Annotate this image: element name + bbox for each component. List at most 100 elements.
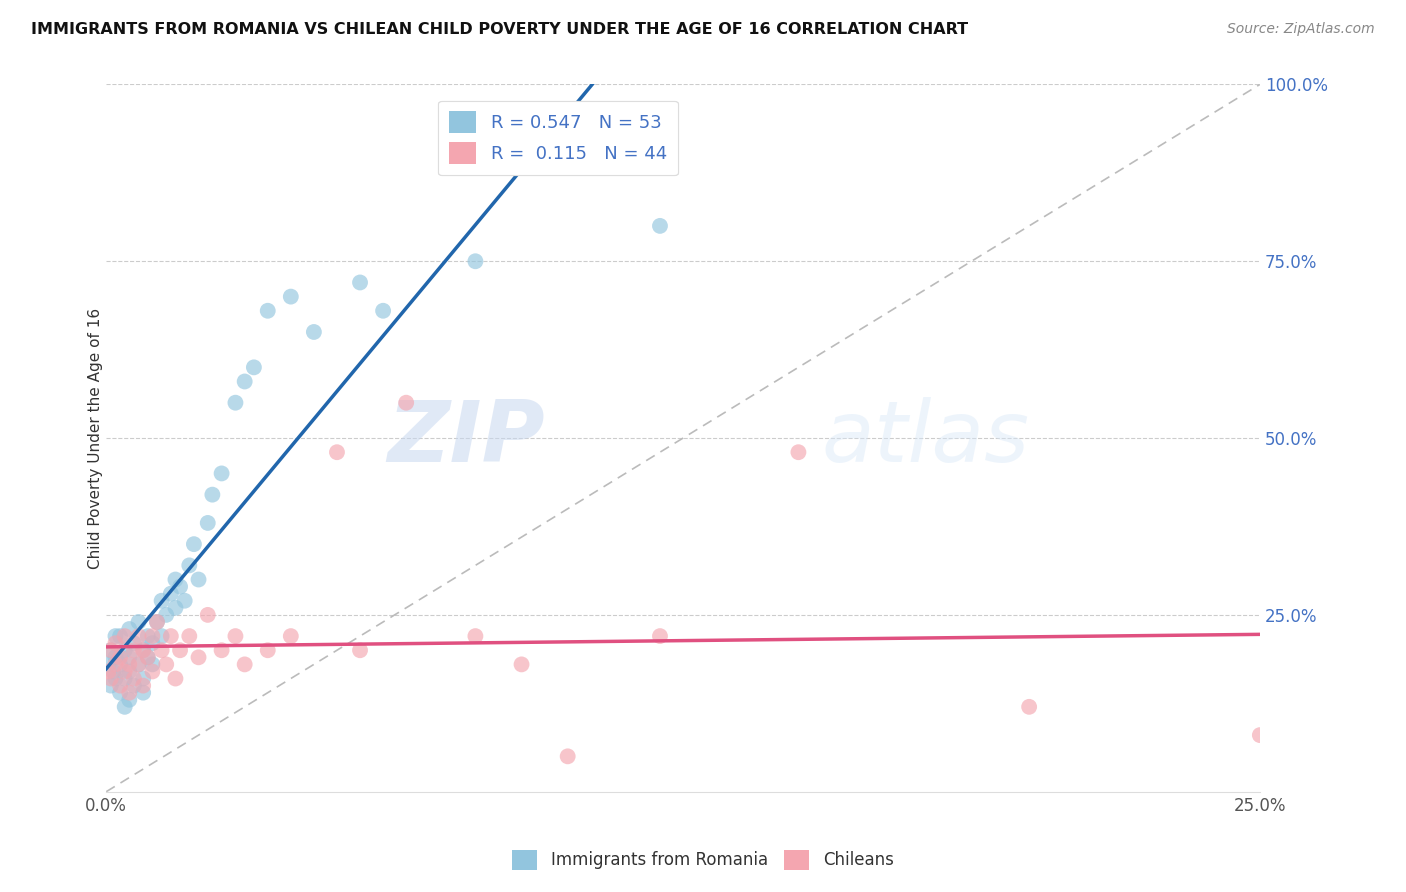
Point	[211, 643, 233, 657]
Point	[108, 629, 131, 643]
Point	[179, 558, 201, 573]
Point	[150, 629, 173, 643]
Point	[224, 395, 246, 409]
Point	[224, 629, 246, 643]
Point	[326, 445, 349, 459]
Point	[648, 219, 671, 233]
Point	[104, 629, 127, 643]
Point	[104, 650, 127, 665]
Point	[114, 643, 136, 657]
Point	[557, 749, 579, 764]
Point	[141, 629, 163, 643]
Point	[132, 672, 155, 686]
Point	[371, 303, 394, 318]
Point	[100, 672, 122, 686]
Point	[165, 573, 187, 587]
Point	[101, 665, 124, 679]
Point	[464, 254, 486, 268]
Point	[118, 650, 141, 665]
Point	[302, 325, 325, 339]
Point	[1018, 699, 1040, 714]
Point	[183, 537, 205, 551]
Point	[118, 622, 141, 636]
Point	[118, 686, 141, 700]
Point	[349, 276, 371, 290]
Point	[464, 629, 486, 643]
Point	[136, 650, 159, 665]
Point	[395, 395, 418, 409]
Point	[97, 657, 120, 672]
Point	[211, 467, 233, 481]
Point	[132, 686, 155, 700]
Point	[1249, 728, 1271, 742]
Point	[169, 580, 191, 594]
Point	[108, 686, 131, 700]
Point	[201, 488, 224, 502]
Point	[510, 657, 533, 672]
Point	[141, 665, 163, 679]
Point	[136, 629, 159, 643]
Text: Source: ZipAtlas.com: Source: ZipAtlas.com	[1227, 22, 1375, 37]
Point	[648, 629, 671, 643]
Point	[146, 615, 169, 629]
Legend: Immigrants from Romania, Chileans: Immigrants from Romania, Chileans	[506, 843, 900, 877]
Point	[114, 665, 136, 679]
Point	[280, 290, 302, 304]
Point	[141, 636, 163, 650]
Point	[114, 672, 136, 686]
Point	[146, 615, 169, 629]
Point	[787, 445, 810, 459]
Point	[128, 657, 150, 672]
Point	[100, 643, 122, 657]
Point	[104, 657, 127, 672]
Point	[349, 643, 371, 657]
Point	[187, 573, 209, 587]
Point	[173, 593, 195, 607]
Point	[155, 657, 177, 672]
Point	[187, 650, 209, 665]
Point	[108, 650, 131, 665]
Point	[132, 679, 155, 693]
Point	[150, 643, 173, 657]
Point	[122, 679, 145, 693]
Point	[108, 657, 131, 672]
Point	[165, 600, 187, 615]
Point	[128, 657, 150, 672]
Point	[122, 672, 145, 686]
Point	[197, 516, 219, 530]
Point	[179, 629, 201, 643]
Point	[280, 629, 302, 643]
Point	[197, 607, 219, 622]
Point	[114, 699, 136, 714]
Point	[132, 643, 155, 657]
Point	[97, 665, 120, 679]
Point	[160, 587, 183, 601]
Point	[122, 636, 145, 650]
Point	[104, 636, 127, 650]
Point	[128, 615, 150, 629]
Point	[256, 303, 278, 318]
Point	[132, 643, 155, 657]
Text: ZIP: ZIP	[387, 397, 544, 480]
Point	[150, 593, 173, 607]
Point	[114, 629, 136, 643]
Point	[160, 629, 183, 643]
Point	[100, 679, 122, 693]
Point	[108, 679, 131, 693]
Legend: R = 0.547   N = 53, R =  0.115   N = 44: R = 0.547 N = 53, R = 0.115 N = 44	[439, 101, 678, 176]
Point	[122, 643, 145, 657]
Text: IMMIGRANTS FROM ROMANIA VS CHILEAN CHILD POVERTY UNDER THE AGE OF 16 CORRELATION: IMMIGRANTS FROM ROMANIA VS CHILEAN CHILD…	[31, 22, 969, 37]
Point	[128, 629, 150, 643]
Point	[104, 672, 127, 686]
Point	[100, 643, 122, 657]
Point	[233, 375, 256, 389]
Point	[118, 665, 141, 679]
Text: atlas: atlas	[821, 397, 1029, 480]
Point	[118, 657, 141, 672]
Point	[165, 672, 187, 686]
Point	[169, 643, 191, 657]
Point	[256, 643, 278, 657]
Point	[136, 650, 159, 665]
Point	[118, 692, 141, 706]
Point	[155, 607, 177, 622]
